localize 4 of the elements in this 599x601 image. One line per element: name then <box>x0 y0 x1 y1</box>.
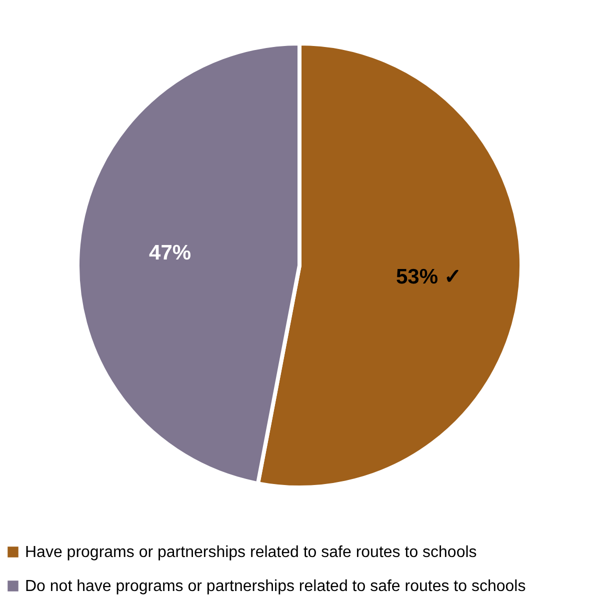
legend-label: Do not have programs or partnerships related to safe routes to schools <box>25 578 526 595</box>
legend-label: Have programs or partnerships related to safe routes to schools <box>25 544 477 561</box>
data-label: 53% ✓ <box>396 266 462 289</box>
data-label: 47% <box>149 241 192 264</box>
